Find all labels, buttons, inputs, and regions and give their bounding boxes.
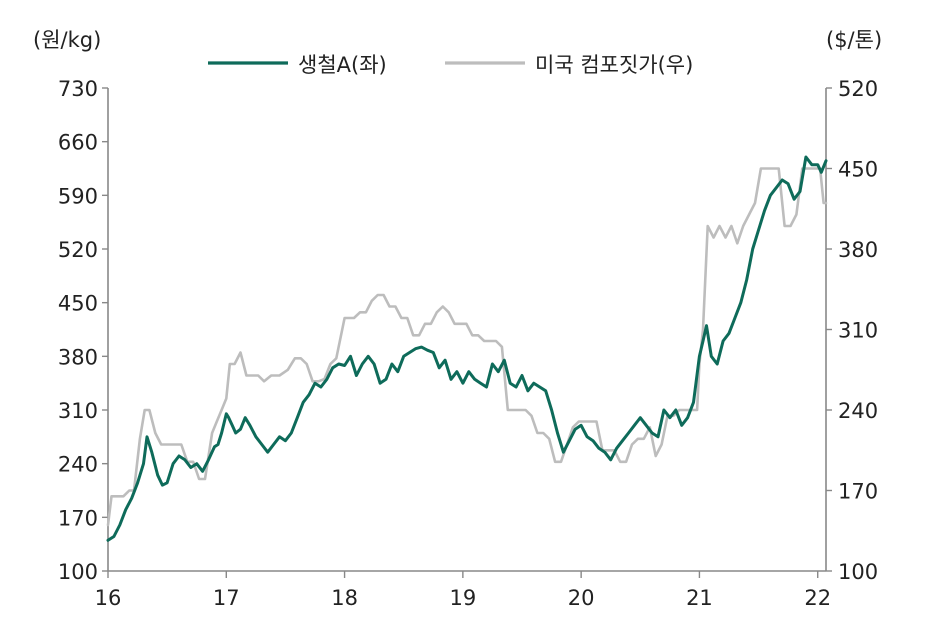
left-tick-label: 730 — [58, 77, 98, 101]
right-tick-label: 520 — [838, 77, 878, 101]
x-tick-label: 18 — [331, 586, 358, 610]
left-tick-label: 450 — [58, 292, 98, 316]
left-tick-label: 590 — [58, 184, 98, 208]
left-tick-label: 310 — [58, 399, 98, 423]
x-axis-ticks: 16 17 18 19 20 21 22 — [95, 571, 831, 610]
right-tick-label: 240 — [838, 399, 878, 423]
right-axis-unit: ($/톤) — [826, 28, 882, 52]
legend: 생철A(좌) 미국 컴포짓가(우) — [208, 53, 693, 77]
right-tick-label: 170 — [838, 480, 878, 504]
series-layer — [106, 155, 828, 542]
legend-label-steel-scrap: 생철A(좌) — [298, 53, 387, 77]
right-tick-label: 100 — [838, 560, 878, 584]
right-tick-label: 380 — [838, 238, 878, 262]
left-tick-label: 100 — [58, 560, 98, 584]
right-tick-label: 310 — [838, 319, 878, 343]
x-tick-label: 21 — [686, 586, 713, 610]
left-axis-unit: (원/kg) — [33, 28, 101, 52]
right-axis-ticks: 100 170 240 310 380 450 520 — [826, 77, 878, 584]
left-tick-label: 520 — [58, 238, 98, 262]
x-tick-label: 16 — [95, 586, 122, 610]
x-tick-label: 19 — [449, 586, 476, 610]
left-tick-label: 380 — [58, 345, 98, 369]
series-line-us-composite — [106, 167, 828, 527]
right-tick-label: 450 — [838, 158, 878, 182]
series-line-steel-scrap — [106, 155, 828, 542]
x-tick-label: 17 — [213, 586, 240, 610]
legend-label-us-composite: 미국 컴포짓가(우) — [535, 53, 693, 77]
left-tick-label: 170 — [58, 506, 98, 530]
left-tick-label: 240 — [58, 453, 98, 477]
x-tick-label: 22 — [804, 586, 831, 610]
left-axis-ticks: 100 170 240 310 380 450 520 590 660 730 — [58, 77, 108, 584]
x-tick-label: 20 — [568, 586, 595, 610]
left-tick-label: 660 — [58, 131, 98, 155]
